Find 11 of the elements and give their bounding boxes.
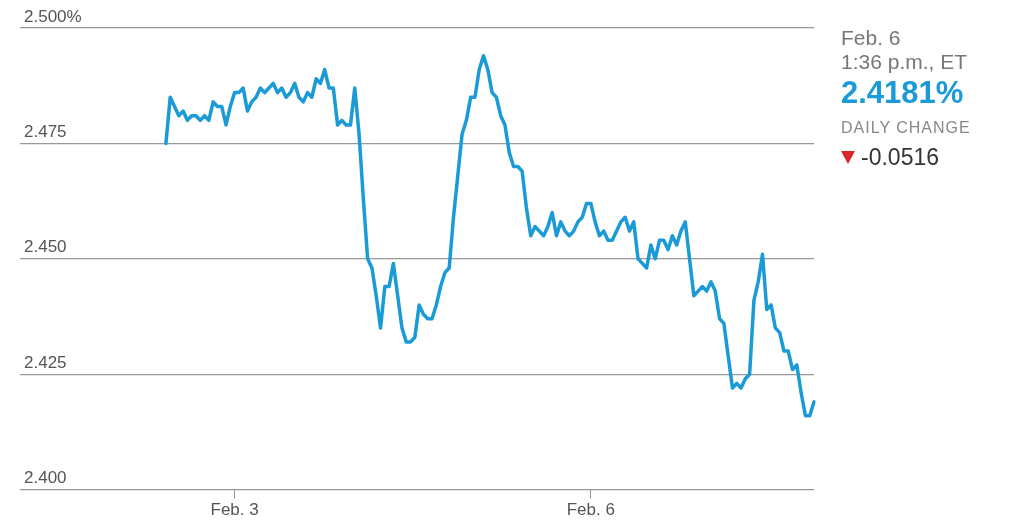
text: Feb. 6 <box>841 26 901 50</box>
text: 1:36 p.m., ET <box>841 50 968 74</box>
y-tick-label: 2.450 <box>24 237 67 257</box>
text: 2.4181% <box>841 74 964 112</box>
text: -0.0516 <box>861 143 940 172</box>
y-tick-label: 2.400 <box>24 468 67 488</box>
y-tick-label: 2.500% <box>24 6 82 26</box>
text: DAILY CHANGE <box>841 118 971 138</box>
y-tick-label: 2.475 <box>24 122 67 142</box>
x-tick-label: Feb. 3 <box>210 500 259 520</box>
y-tick-label: 2.425 <box>24 352 67 372</box>
